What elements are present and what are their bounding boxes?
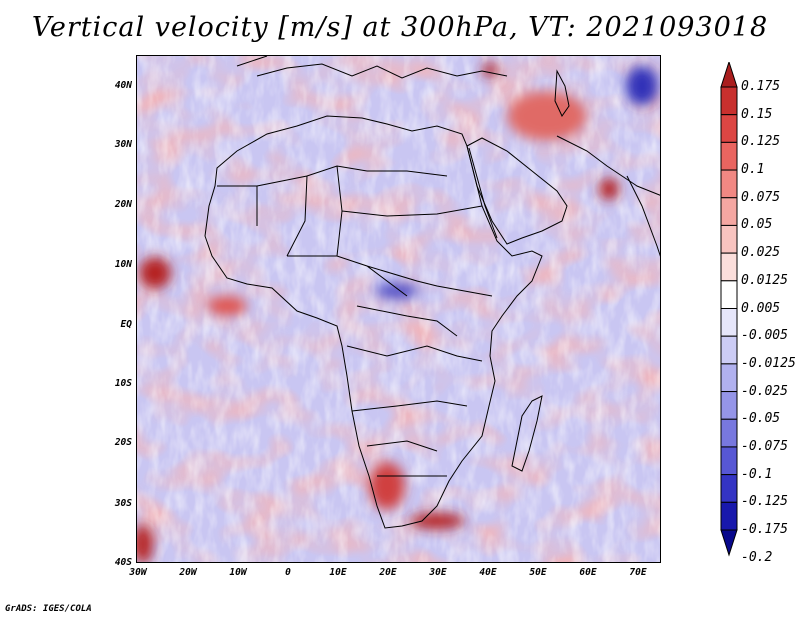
colorbar-label: -0.2 — [741, 549, 773, 565]
lon-label-0: 0 — [285, 567, 291, 578]
lat-label-20s: 20S — [114, 437, 132, 448]
colorbar-label: -0.1 — [741, 466, 773, 482]
lat-label-40n: 40N — [114, 80, 132, 91]
colorbar-box — [720, 418, 738, 448]
colorbar-box — [720, 363, 738, 393]
colorbar-label: -0.0125 — [741, 355, 796, 371]
lon-label-50e: 50E — [529, 567, 547, 578]
colorbar-box — [720, 252, 738, 282]
lon-label-60e: 60E — [579, 567, 597, 578]
colorbar-bottom-arrow — [720, 529, 738, 557]
lon-label-30e: 30E — [429, 567, 447, 578]
colorbar-label: -0.175 — [741, 522, 788, 537]
chart-title: Vertical velocity [m/s] at 300hPa, VT: 2… — [31, 12, 769, 43]
lon-label-10w: 10W — [229, 567, 247, 578]
lon-label-40e: 40E — [479, 567, 497, 578]
lat-label-20n: 20N — [114, 199, 132, 210]
lat-label-10s: 10S — [114, 378, 132, 389]
colorbar-box — [720, 474, 738, 503]
grads-credit: GrADS: IGES/COLA — [5, 604, 92, 614]
colorbar-box — [720, 308, 738, 337]
colorbar-box — [720, 169, 738, 199]
lat-label-eq: EQ — [120, 319, 132, 330]
colorbar-label: 0.1 — [741, 162, 765, 178]
lon-label-30w: 30W — [129, 567, 147, 578]
colorbar-label: -0.125 — [741, 494, 788, 510]
lat-label-10n: 10N — [114, 259, 132, 270]
colorbar-label: 0.025 — [741, 245, 781, 261]
colorbar-label: 0.005 — [741, 300, 781, 316]
lat-label-30s: 30S — [114, 498, 132, 509]
iran-coastline — [556, 135, 660, 196]
africa-coastline — [204, 115, 543, 529]
colorbar-box — [720, 335, 738, 365]
lon-label-70e: 70E — [629, 567, 647, 578]
colorbar-box — [720, 86, 738, 116]
colorbar-label: 0.15 — [741, 106, 773, 122]
red-sea-coastline — [468, 147, 498, 239]
colorbar-label: 0.125 — [741, 134, 781, 150]
country-borders — [217, 165, 493, 477]
colorbar-box — [720, 501, 738, 531]
map-panel — [136, 55, 661, 563]
lon-label-20e: 20E — [379, 567, 397, 578]
colorbar-label: 0.075 — [741, 189, 781, 205]
colorbar-box — [720, 446, 738, 476]
colorbar-label: -0.025 — [741, 383, 788, 399]
caspian-coastline — [554, 69, 570, 117]
colorbar-label: -0.075 — [741, 438, 788, 454]
colorbar-label: 0.05 — [741, 217, 773, 233]
colorbar-box — [720, 114, 738, 143]
madagascar-coastline — [511, 395, 543, 472]
lon-label-20w: 20W — [179, 567, 197, 578]
velocity-field-map — [137, 56, 660, 562]
colorbar-label: -0.05 — [741, 411, 781, 427]
coastlines — [204, 56, 660, 529]
colorbar-top-arrow — [720, 62, 738, 88]
arabia-coastline — [466, 137, 568, 245]
india-coastline — [626, 175, 660, 257]
colorbar-label: 0.0125 — [741, 272, 788, 288]
lon-label-10e: 10E — [329, 567, 347, 578]
europe-coastline — [236, 56, 508, 79]
colorbar-boxes — [720, 86, 738, 531]
colorbar-label: 0.175 — [741, 79, 781, 94]
colorbar-box — [720, 280, 738, 309]
colorbar-box — [720, 197, 738, 226]
colorbar-box — [720, 224, 738, 254]
colorbar-label: -0.005 — [741, 328, 788, 344]
colorbar — [720, 62, 738, 557]
colorbar-box — [720, 391, 738, 420]
lat-label-40s: 40S — [114, 557, 132, 568]
lat-label-30n: 30N — [114, 139, 132, 150]
colorbar-box — [720, 141, 738, 171]
